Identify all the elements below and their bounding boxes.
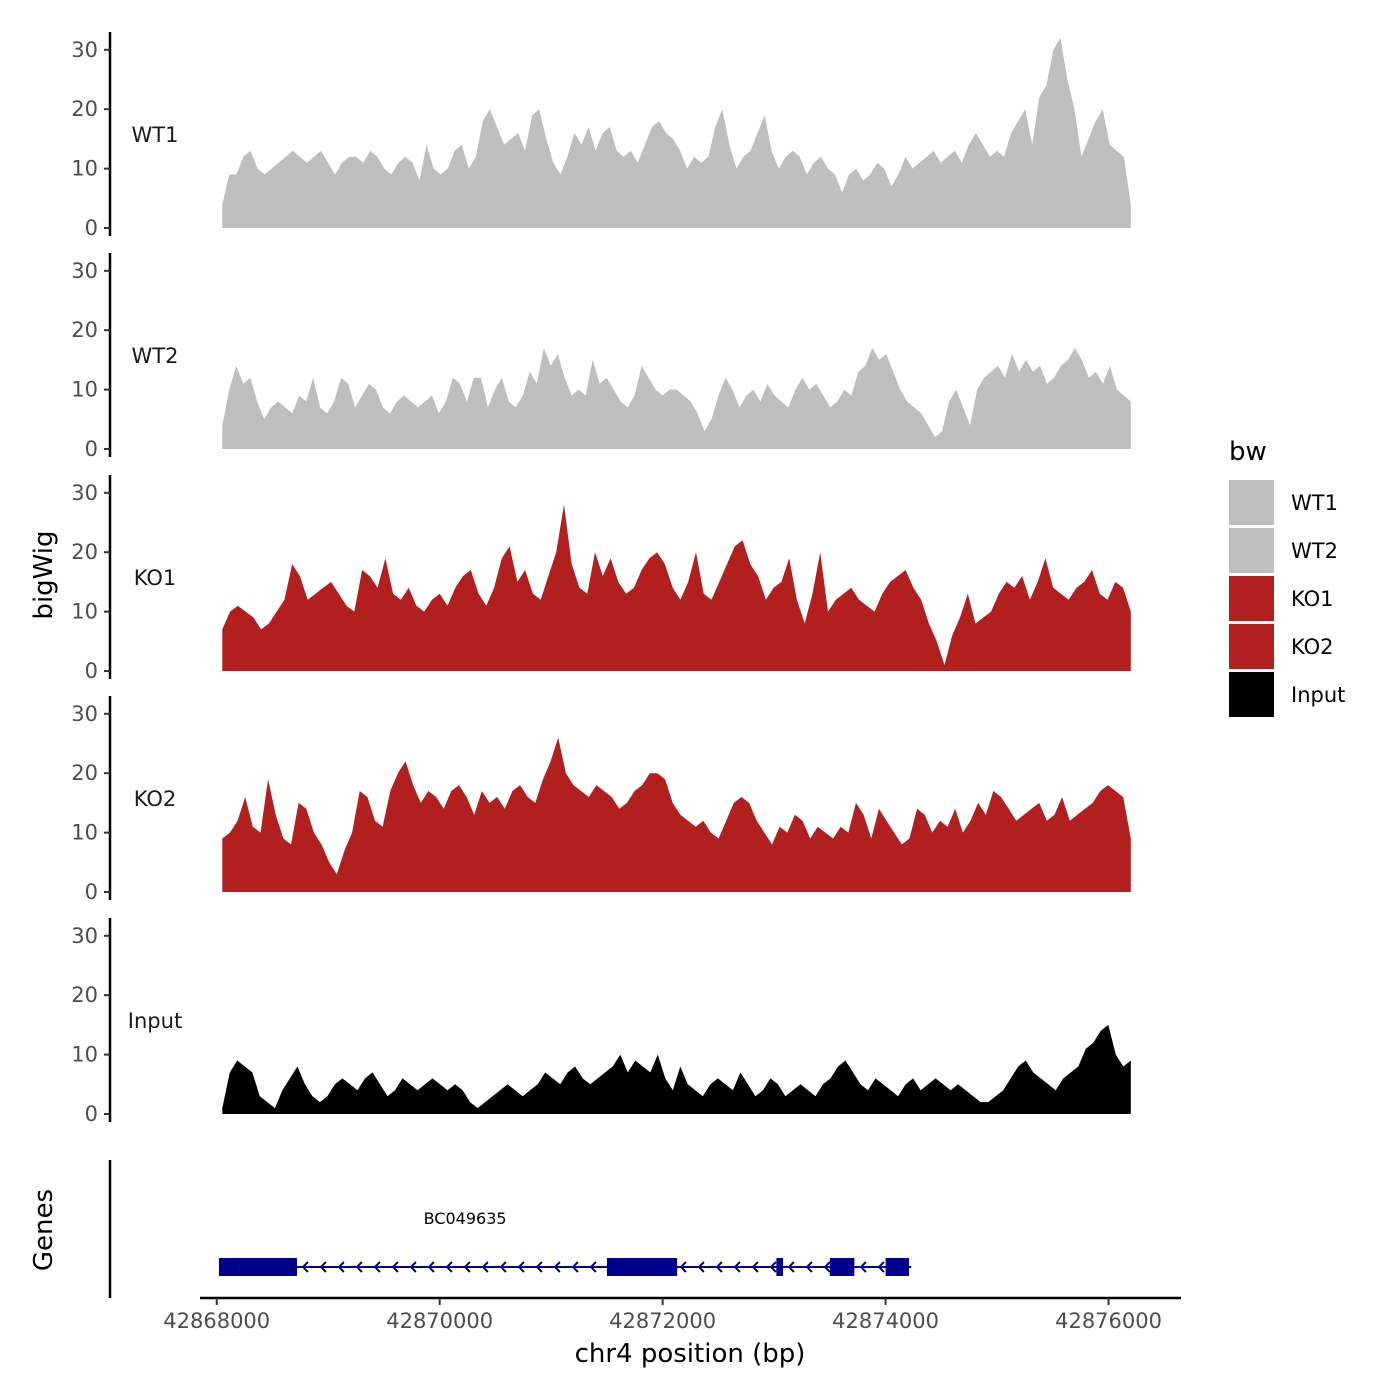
y-tick-label: 0 (85, 216, 98, 240)
x-tick-label: 42870000 (386, 1309, 493, 1333)
coverage-area-input (222, 1024, 1131, 1114)
y-axis-title: bigWig (29, 530, 59, 619)
strand-arrow (301, 1261, 309, 1273)
coverage-area-ko1 (222, 504, 1131, 671)
exon (218, 1258, 240, 1276)
exon (239, 1258, 297, 1276)
legend-key-ko1 (1229, 576, 1274, 621)
legend-label: KO1 (1291, 587, 1334, 611)
strand-arrow (823, 1261, 831, 1273)
strand-arrow (733, 1261, 741, 1273)
track-label: WT1 (132, 123, 179, 147)
strand-arrow (859, 1261, 867, 1273)
legend-label: WT2 (1291, 539, 1338, 563)
strand-arrow (697, 1261, 705, 1273)
y-tick-label: 20 (71, 318, 98, 342)
y-tick-label: 30 (71, 924, 98, 948)
y-tick-label: 10 (71, 1043, 98, 1067)
strand-arrow (535, 1261, 543, 1273)
track-wt1: 0 10 20 30 WT1 (71, 32, 1131, 240)
strand-arrow (751, 1261, 759, 1273)
strand-arrow (553, 1261, 561, 1273)
y-tick-label: 10 (71, 157, 98, 181)
strand-arrow (499, 1261, 507, 1273)
track-label: Input (128, 1009, 182, 1033)
strand-arrow (373, 1261, 381, 1273)
y-tick-label: 30 (71, 702, 98, 726)
exon (606, 1258, 678, 1276)
gene-track-title: Genes (29, 1189, 59, 1271)
strand-arrow (409, 1261, 417, 1273)
strand-arrow (805, 1261, 813, 1273)
strand-arrow (877, 1261, 885, 1273)
strand-arrow (715, 1261, 723, 1273)
legend-label: Input (1291, 683, 1345, 707)
track-wt2: 0 10 20 30 WT2 (71, 253, 1131, 461)
legend: bw WT1 WT2 KO1 KO2 Input (1229, 437, 1345, 717)
strand-arrow (355, 1261, 363, 1273)
strand-arrow (769, 1261, 777, 1273)
strand-arrow (445, 1261, 453, 1273)
y-tick-label: 20 (71, 983, 98, 1007)
track-ko1: 0 10 20 30 KO1 (71, 475, 1131, 683)
track-input: 0 10 20 30 Input (71, 918, 1131, 1126)
legend-key-wt2 (1229, 528, 1274, 573)
x-tick-label: 42876000 (1055, 1309, 1162, 1333)
track-ko2: 0 10 20 30 KO2 (71, 696, 1131, 904)
legend-key-ko2 (1229, 624, 1274, 669)
strand-arrow (517, 1261, 525, 1273)
track-label: WT2 (132, 344, 179, 368)
x-tick-label: 42872000 (609, 1309, 716, 1333)
track-label: KO2 (134, 787, 177, 811)
y-tick-label: 0 (85, 880, 98, 904)
y-tick-label: 10 (71, 378, 98, 402)
strand-arrow (787, 1261, 795, 1273)
y-tick-label: 0 (85, 1102, 98, 1126)
exon (776, 1258, 784, 1276)
y-tick-label: 0 (85, 437, 98, 461)
strand-arrow (391, 1261, 399, 1273)
x-axis: 42868000 42870000 42872000 42874000 42876000 (163, 1296, 1181, 1333)
legend-key-wt1 (1229, 480, 1274, 525)
coverage-tracks: 0 10 20 30 WT1 0 10 20 30 WT2 0 10 20 30 KO1 0 10 20 30 KO2… (71, 32, 1131, 1126)
gene-label: BC049635 (424, 1209, 507, 1228)
y-tick-label: 30 (71, 481, 98, 505)
exon (885, 1258, 909, 1276)
gene-model: BC049635 (218, 1209, 912, 1276)
strand-arrow (427, 1261, 435, 1273)
coverage-area-wt2 (222, 348, 1131, 449)
strand-arrow (463, 1261, 471, 1273)
strand-arrow (679, 1261, 687, 1273)
strand-arrow (589, 1261, 597, 1273)
y-tick-label: 30 (71, 259, 98, 283)
y-tick-label: 20 (71, 97, 98, 121)
strand-arrow (571, 1261, 579, 1273)
legend-key-input (1229, 672, 1274, 717)
strand-arrow (319, 1261, 327, 1273)
y-tick-label: 30 (71, 38, 98, 62)
x-axis-title: chr4 position (bp) (575, 1339, 806, 1369)
x-tick-label: 42874000 (832, 1309, 939, 1333)
coverage-area-wt1 (222, 37, 1131, 229)
y-tick-label: 10 (71, 821, 98, 845)
legend-label: KO2 (1291, 635, 1334, 659)
y-tick-label: 20 (71, 761, 98, 785)
strand-arrow (481, 1261, 489, 1273)
track-label: KO1 (134, 566, 177, 590)
y-tick-label: 0 (85, 659, 98, 683)
x-tick-label: 42868000 (163, 1309, 270, 1333)
gene-track: BC049635 (108, 1160, 912, 1298)
exon (829, 1258, 855, 1276)
coverage-area-ko2 (222, 737, 1131, 892)
strand-arrow (337, 1261, 345, 1273)
legend-label: WT1 (1291, 491, 1338, 515)
y-tick-label: 10 (71, 600, 98, 624)
y-tick-label: 20 (71, 540, 98, 564)
legend-title: bw (1229, 437, 1267, 467)
